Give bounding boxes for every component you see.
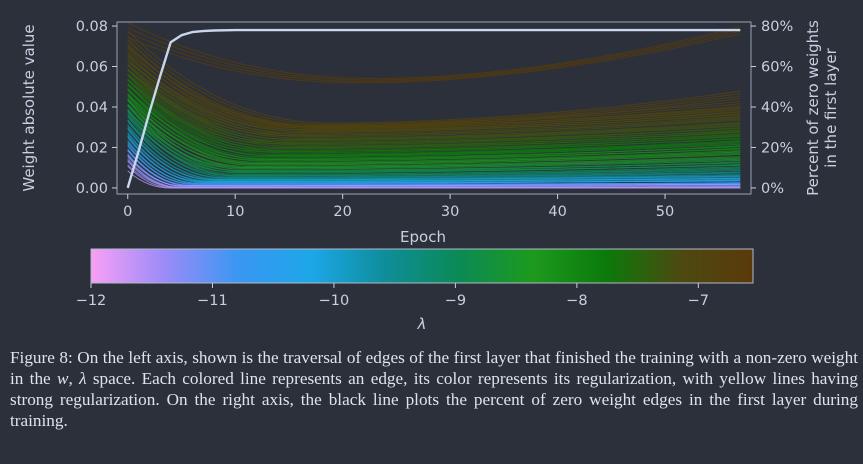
y2-tick-label: 0% [761,181,784,197]
edge-line [127,135,741,183]
edge-line [127,43,741,128]
y-tick-label: 0.06 [76,60,108,76]
edge-line [127,143,741,185]
y-axis-label: Weight absolute value [20,24,38,191]
edge-line [127,89,741,160]
zero-weight-percent-path [126,28,741,189]
x-axis-ticks: 0 10 20 30 40 50 [123,194,674,220]
colorbar-tick-label: −10 [319,293,350,309]
edge-line [127,22,741,80]
edge-line [127,83,741,156]
edge-line [127,99,741,169]
colorbar-tick-label: −12 [76,293,107,309]
edge-line [127,119,741,179]
colorbar-tick-label: −9 [445,293,466,309]
y2-axis-ticks: 0% 20% 40% 60% 80% [751,19,793,197]
caption-label: Figure 8: [10,348,73,367]
edge-line [127,104,741,170]
edge-line [127,30,741,124]
y-axis-ticks: 0.00 0.02 0.04 0.06 0.08 [76,19,117,197]
edge-line [127,83,741,154]
x-axis-label: Epoch [400,228,446,246]
edge-line [127,88,741,155]
edge-line [127,63,741,138]
colorbar-tick-label: −8 [566,293,587,309]
edge-line [127,33,741,84]
y2-tick-label: 60% [761,60,793,76]
edge-line [127,68,741,144]
edge-line [127,27,741,81]
y-tick-label: 0.02 [76,140,108,156]
edge-line [127,105,741,173]
edge-line [127,75,741,148]
y-tick-label: 0.04 [76,100,108,116]
edge-line [127,38,741,126]
caption-text-part2: space. Each colored line represents an e… [10,369,858,430]
edge-line [127,51,741,130]
edge-line [127,30,741,82]
y2-tick-label: 80% [761,19,793,35]
edge-line [127,105,741,167]
figure: 0 10 20 30 40 50 0.00 0.02 0.04 0.06 0.08 0% 20% 40… [20,19,840,333]
y2-tick-label: 20% [761,140,793,156]
edge-line [127,127,741,181]
colorbar-tick-label: −7 [688,293,709,309]
x-tick-label: 10 [226,204,244,220]
edge-line [127,35,741,126]
edge-line [127,94,741,162]
y2-axis-label-line2: in the first layer [822,47,840,167]
edge-line [127,79,741,152]
x-tick-label: 0 [123,204,132,220]
edge-line [127,46,741,128]
edge-line [127,68,741,139]
zero-weight-percent-line [126,28,741,189]
edge-line [127,110,741,174]
edge-line [127,160,741,188]
edge-line [127,54,741,132]
caption-var-lambda: λ [79,369,87,388]
y2-tick-label: 40% [761,100,793,116]
y-tick-label: 0.00 [76,181,108,197]
edge-line [127,95,741,165]
edge-line [127,115,741,176]
colorbar-bar [90,248,754,284]
x-tick-label: 50 [656,204,674,220]
main-chart: 0 10 20 30 40 50 0.00 0.02 0.04 0.06 0.08 0% 20% 40… [20,19,840,246]
figure-caption: Figure 8: On the left axis, shown is the… [10,347,858,431]
caption-text-part1: On the left axis, shown is the traversal… [10,348,858,388]
x-tick-label: 30 [441,204,459,220]
edge-line [127,111,741,177]
edge-line [127,58,741,136]
edge-line [127,88,741,158]
colorbar-label: λ [417,315,427,333]
edge-line [127,69,741,142]
edge-line [127,124,741,180]
caption-var-w: w [56,369,69,388]
colorbar: −12 −11 −10 −9 −8 −7 λ [76,248,754,333]
edge-line [127,153,741,188]
edge-line [127,121,741,180]
edge-line [127,40,741,127]
edge-line [127,165,741,189]
x-tick-label: 20 [333,204,351,220]
edge-line [127,100,741,166]
caption-sep: , [68,369,80,388]
edge-line [127,73,741,146]
colorbar-ticks: −12 −11 −10 −9 −8 −7 [76,283,709,309]
edge-lines [127,22,741,189]
edge-line [127,156,741,187]
colorbar-tick-label: −11 [197,293,228,309]
y-tick-label: 0.08 [76,19,108,35]
edge-line [127,59,741,134]
edge-line [127,64,741,135]
y2-axis-label-line1: Percent of zero weights [804,20,822,196]
x-tick-label: 40 [548,204,566,220]
edge-line [127,98,741,163]
edge-line [127,64,741,140]
